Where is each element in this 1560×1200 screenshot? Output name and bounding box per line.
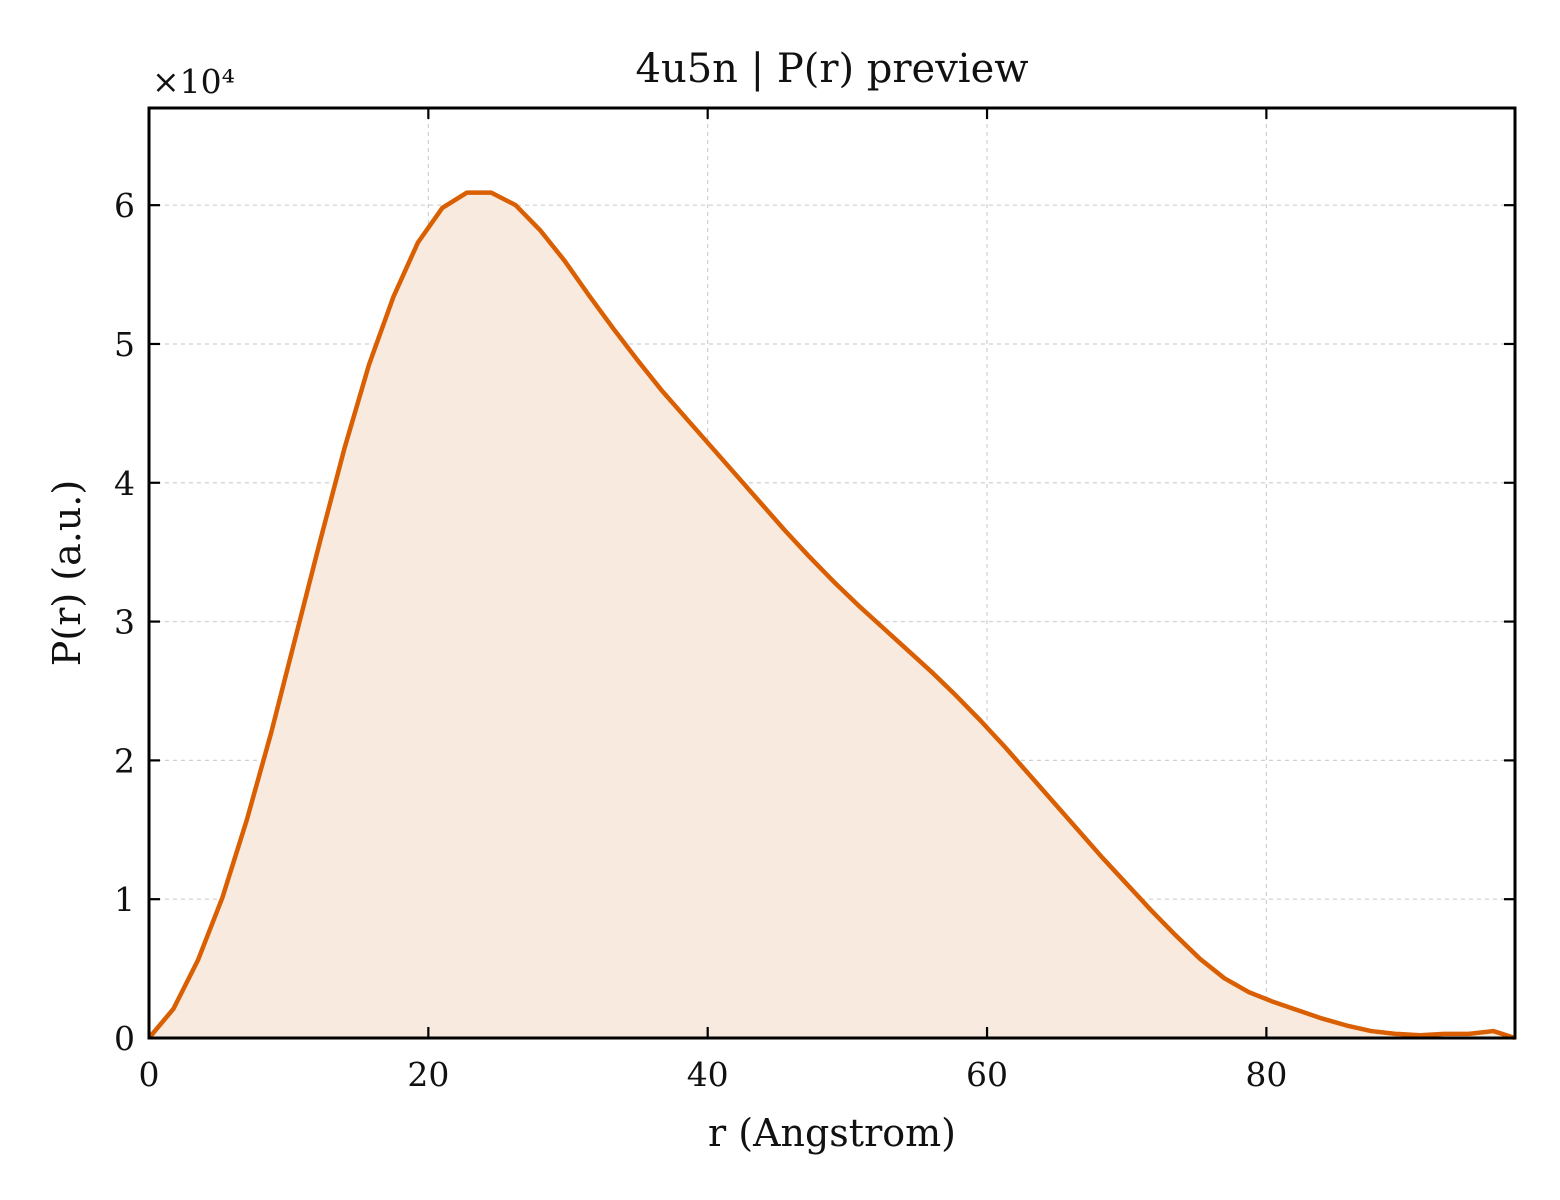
plot-frame — [147, 106, 1517, 1040]
ticks: 0 20 40 60 80 0 1 2 3 4 5 6 — [114, 108, 1515, 1094]
y-tick-label: 0 — [114, 1019, 135, 1058]
x-tick-label: 60 — [966, 1055, 1008, 1094]
x-tick-label: 80 — [1245, 1055, 1287, 1094]
y-tick-label: 4 — [114, 464, 135, 503]
y-tick-label: 5 — [114, 325, 135, 364]
x-tick-label: 20 — [407, 1055, 449, 1094]
x-tick-label: 0 — [139, 1055, 160, 1094]
y-tick-label: 3 — [114, 603, 135, 642]
x-axis-label: r (Angstrom) — [708, 1111, 956, 1155]
y-multiplier-label: ×10⁴ — [152, 62, 235, 101]
y-tick-label: 6 — [114, 186, 135, 225]
x-tick-label: 40 — [687, 1055, 729, 1094]
y-tick-label: 1 — [114, 880, 135, 919]
area-fill — [149, 192, 1515, 1039]
y-tick-label: 2 — [114, 741, 135, 780]
chart-title: 4u5n | P(r) preview — [636, 46, 1029, 92]
y-axis-label: P(r) (a.u.) — [45, 480, 89, 666]
series-line — [147, 190, 1516, 1041]
